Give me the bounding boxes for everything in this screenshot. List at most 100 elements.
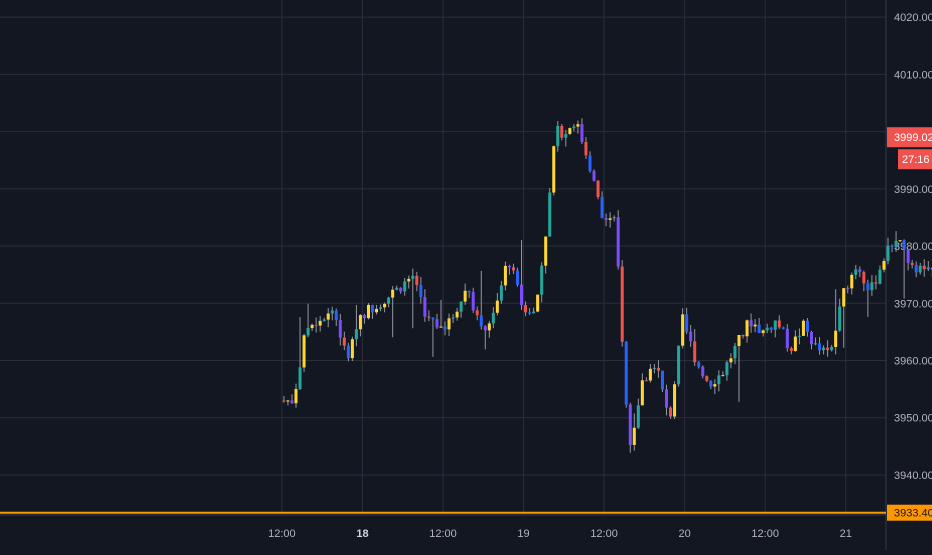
candle-body (387, 297, 391, 304)
candle-body (878, 269, 882, 284)
candle-body (302, 335, 306, 368)
candle-body (548, 192, 552, 237)
candle-body (914, 264, 918, 273)
candle-body (745, 320, 749, 337)
candle-body (435, 319, 439, 328)
price-tick-label: 3990.00 (894, 184, 932, 196)
candle-body (600, 197, 604, 219)
candle-body (443, 326, 447, 330)
candle-body (431, 317, 435, 320)
candle-body (358, 315, 362, 330)
candle-body (753, 324, 757, 327)
candle-body (395, 287, 399, 290)
candle-body (717, 375, 721, 385)
candle-body (286, 400, 290, 402)
candle-body (801, 320, 805, 336)
candle-body (407, 278, 411, 282)
candle-body (604, 218, 608, 220)
price-tick-label: 3980.00 (894, 241, 932, 253)
candle-body (781, 327, 785, 329)
price-tick-label: 4020.00 (894, 12, 932, 24)
candle-body (383, 303, 387, 308)
candle-body (282, 400, 286, 402)
candle-body (491, 312, 495, 324)
candle-body (656, 367, 660, 371)
candle-body (427, 316, 431, 318)
candle-body (507, 265, 511, 268)
price-tick-label: 3940.00 (894, 470, 932, 482)
candle-body (290, 400, 294, 404)
candle-body (528, 312, 532, 314)
candle-body (749, 320, 753, 327)
candle-body (866, 283, 870, 291)
candle-body (620, 266, 624, 342)
candle-body (930, 267, 932, 270)
candle-body (592, 170, 596, 181)
candle-body (294, 389, 298, 404)
candle-body (793, 336, 797, 351)
candle-body (467, 290, 471, 293)
candle-body (830, 346, 834, 351)
candle-body (818, 343, 822, 351)
candle-body (906, 249, 910, 263)
candle-body (314, 324, 318, 326)
candle-body (797, 335, 801, 337)
candle-body (669, 407, 673, 417)
candle-body (322, 319, 326, 321)
candle-body (310, 324, 314, 329)
candle-body (777, 320, 781, 328)
price-tick-label: 3960.00 (894, 356, 932, 368)
candle-body (366, 304, 371, 319)
candle-body (495, 300, 499, 313)
candle-body (350, 339, 354, 359)
candle-body (822, 347, 826, 351)
candle-body (552, 146, 556, 193)
candle-body (536, 294, 540, 312)
candle-body (580, 124, 584, 142)
candle-body (636, 405, 640, 428)
candle-body (447, 318, 451, 330)
candle-body (515, 270, 520, 285)
candle-body (648, 368, 652, 381)
candle-body (838, 306, 842, 331)
candle-body (870, 282, 874, 291)
candle-body (475, 310, 479, 316)
candle-body (487, 323, 491, 331)
candle-body (560, 125, 564, 138)
candle-body (354, 329, 358, 340)
candle-body (697, 362, 701, 367)
candle-body (588, 155, 592, 171)
candle-body (681, 314, 685, 346)
candle-body (894, 240, 898, 247)
candle-body (850, 274, 854, 289)
candle-body (532, 311, 536, 314)
candle-body (499, 285, 503, 301)
candle-body (765, 327, 769, 331)
candle-body (898, 240, 902, 242)
candle-body (608, 218, 612, 220)
candle-body (483, 326, 487, 331)
candle-body (540, 265, 544, 295)
candle-body (721, 375, 725, 377)
candle-body (737, 335, 741, 346)
candle-body (419, 284, 423, 297)
level-badge-label: 3933.40 (894, 508, 932, 520)
candle-body (926, 267, 930, 270)
countdown-badge (898, 149, 932, 170)
candle-body (415, 275, 419, 285)
candle-body (757, 324, 761, 334)
candle-body (439, 326, 443, 328)
candle-body (524, 305, 528, 313)
candle-body (842, 288, 846, 307)
candle-body (854, 269, 858, 275)
candle-body (858, 269, 862, 273)
candle-body (761, 330, 765, 334)
candle-body (733, 345, 737, 359)
candle-body (709, 380, 713, 387)
candle-body (809, 332, 814, 345)
candle-body (616, 217, 620, 267)
last-price-badge (887, 127, 932, 148)
candle-body (826, 347, 830, 351)
